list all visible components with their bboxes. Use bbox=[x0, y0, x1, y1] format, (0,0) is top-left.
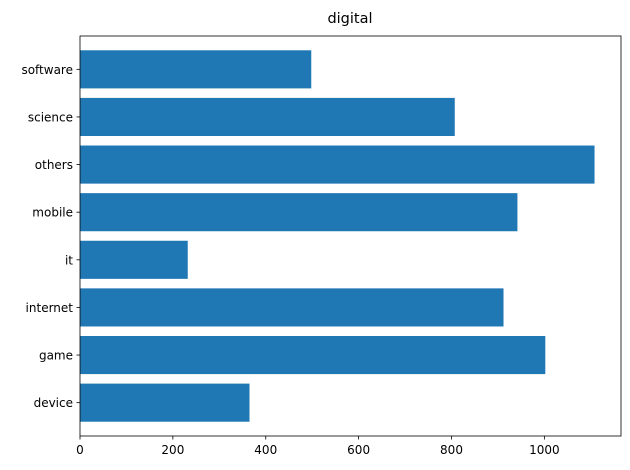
bar-software bbox=[80, 50, 312, 89]
y-tick-label: device bbox=[34, 396, 73, 410]
x-tick-label: 0 bbox=[76, 443, 84, 457]
bar-science bbox=[80, 97, 455, 136]
y-tick-label: mobile bbox=[32, 206, 73, 220]
x-tick-label: 800 bbox=[440, 443, 463, 457]
bar-others bbox=[80, 145, 595, 184]
bar-internet bbox=[80, 288, 504, 327]
plot-frame bbox=[79, 35, 622, 437]
bar-mobile bbox=[80, 193, 518, 232]
y-tick-label: internet bbox=[26, 301, 74, 315]
bar-it bbox=[80, 240, 188, 279]
y-tick-label: software bbox=[21, 63, 73, 77]
y-tick-label: it bbox=[65, 253, 73, 267]
bar-game bbox=[80, 336, 546, 375]
y-tick-label: game bbox=[39, 349, 73, 363]
bar-device bbox=[80, 383, 250, 422]
bars-layer bbox=[80, 50, 595, 422]
x-tick-label: 400 bbox=[254, 443, 277, 457]
y-axis-ticks: device game internet it mobile others science s… bbox=[21, 63, 80, 410]
y-tick-label: others bbox=[35, 158, 73, 172]
chart-title: digital bbox=[327, 11, 372, 27]
x-axis-ticks: 0 200 400 600 800 1000 bbox=[76, 436, 560, 457]
x-tick-label: 1000 bbox=[529, 443, 560, 457]
y-tick-label: science bbox=[28, 110, 73, 124]
x-tick-label: 600 bbox=[347, 443, 370, 457]
x-tick-label: 200 bbox=[161, 443, 184, 457]
